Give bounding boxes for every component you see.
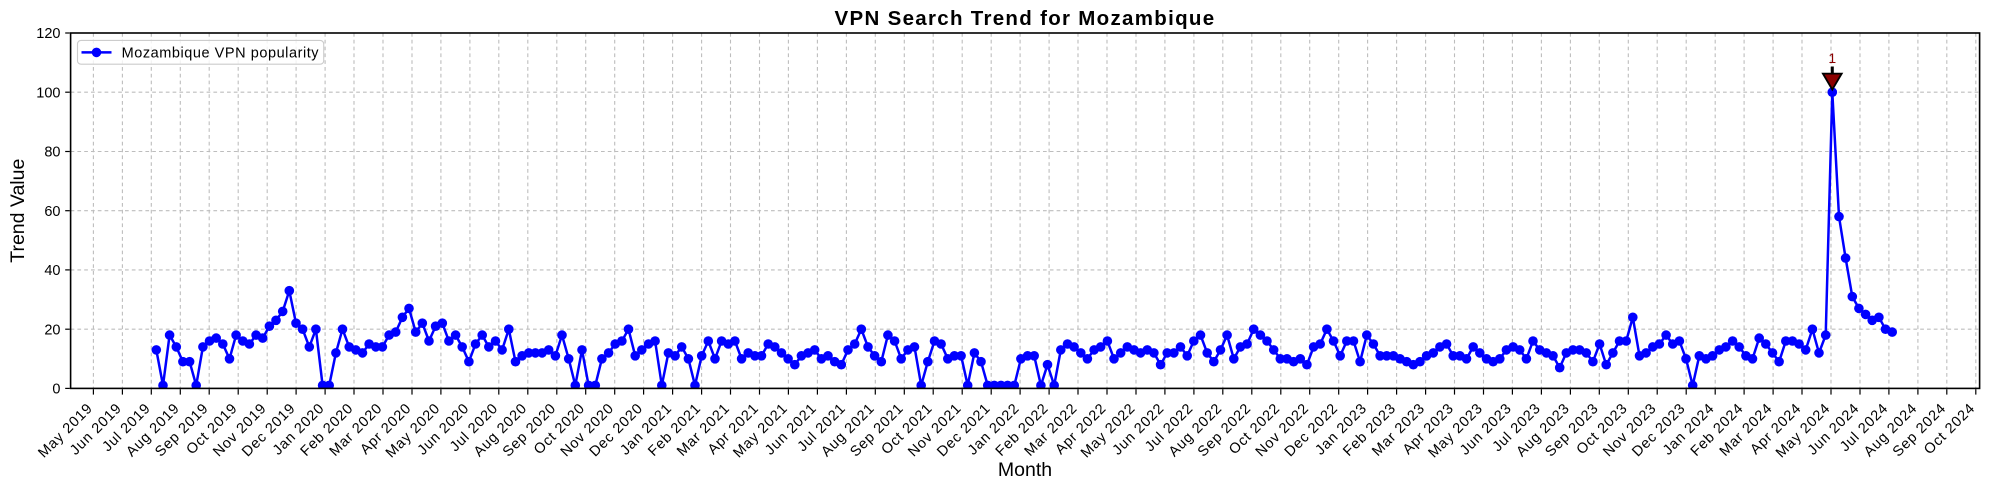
svg-text:1: 1 (1828, 50, 1836, 66)
svg-text:100: 100 (36, 85, 60, 101)
svg-text:80: 80 (44, 145, 60, 161)
svg-text:20: 20 (44, 322, 60, 338)
svg-text:120: 120 (36, 26, 60, 42)
svg-text:60: 60 (44, 204, 60, 220)
svg-text:VPN Search Trend for Mozambiqu: VPN Search Trend for Mozambique (835, 7, 1216, 30)
svg-text:Month: Month (998, 459, 1052, 481)
svg-text:Mozambique VPN popularity: Mozambique VPN popularity (122, 45, 320, 61)
svg-text:0: 0 (52, 382, 60, 398)
svg-text:Trend Value: Trend Value (7, 159, 29, 263)
svg-text:40: 40 (44, 263, 60, 279)
